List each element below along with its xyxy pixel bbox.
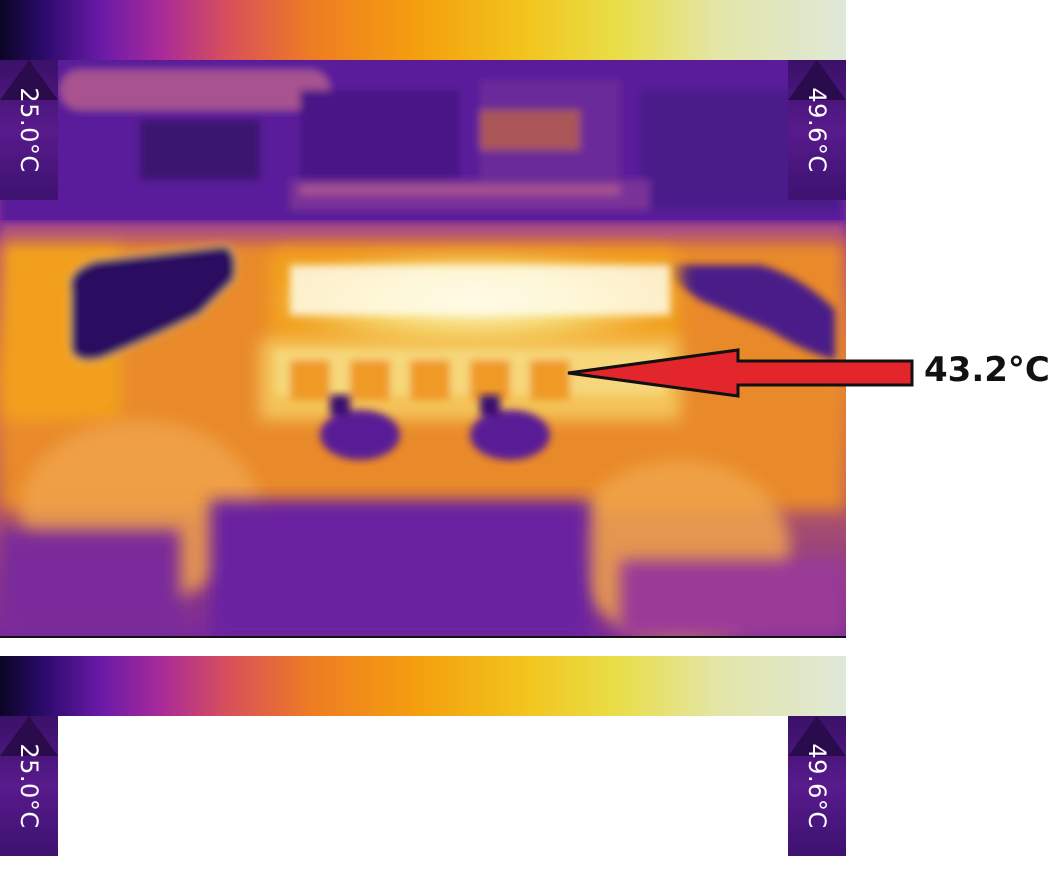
temperature-readout: 43.2°C: [924, 350, 1050, 390]
scale-min-marker-bottom: 25.0°C: [0, 716, 58, 856]
scale-max-marker-top: 49.6°C: [788, 60, 846, 200]
scale-min-marker-top: 25.0°C: [0, 60, 58, 200]
red-arrow-icon: [567, 348, 914, 398]
color-scale-bar-bottom: [0, 656, 846, 716]
scale-max-marker-bottom: 49.6°C: [788, 716, 846, 856]
color-scale-bar-top: [0, 0, 846, 60]
thermal-image: [0, 60, 846, 638]
